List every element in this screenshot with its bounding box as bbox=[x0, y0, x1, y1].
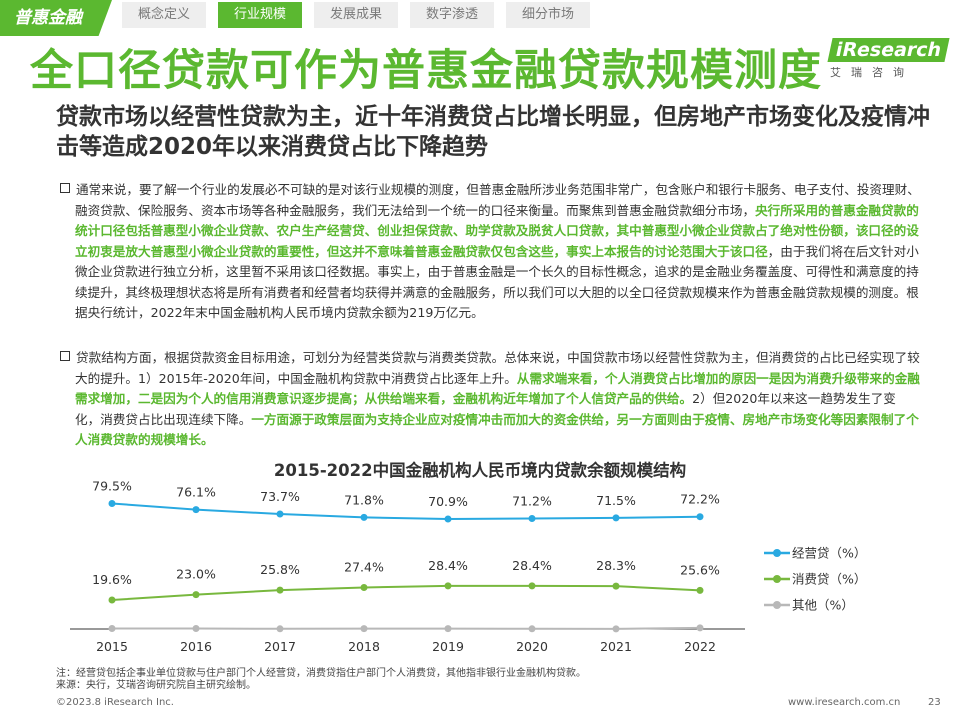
legend-marker-0 bbox=[773, 549, 781, 557]
para2-highlight-1: 从需求端来看，个人消费贷占比增加的原因一是因为消费升级带来的金融需求增加，二是因… bbox=[75, 370, 920, 407]
data-point-1 bbox=[108, 596, 116, 604]
data-point-1 bbox=[444, 582, 452, 590]
bullet-square-icon bbox=[60, 183, 70, 193]
iresearch-logo: iResearch 艾瑞咨询 bbox=[827, 38, 950, 80]
para1-text-2: ，由于我们将在后文针对小微企业贷款进行独立分析，这里暂不采用该口径数据。事实上，… bbox=[75, 243, 919, 321]
data-label-1: 25.8% bbox=[260, 562, 300, 577]
data-point-2 bbox=[360, 625, 368, 633]
tab-achievements[interactable]: 发展成果 bbox=[314, 2, 398, 28]
tab-concept[interactable]: 概念定义 bbox=[122, 2, 206, 28]
data-point-2 bbox=[192, 625, 200, 632]
data-point-1 bbox=[696, 586, 704, 594]
series-line-1 bbox=[111, 584, 701, 601]
data-point-0 bbox=[696, 513, 704, 521]
data-label-1: 28.4% bbox=[428, 558, 468, 573]
para2-highlight-2: 一方面源于政策层面为支持企业应对疫情冲击而加大的资金供给，另一方面则由于疫情、房… bbox=[75, 411, 919, 448]
data-point-0 bbox=[276, 510, 284, 518]
data-point-0 bbox=[612, 514, 620, 522]
legend-marker-2 bbox=[773, 601, 781, 609]
x-tick-label: 2020 bbox=[516, 639, 548, 654]
para2-text-2: 2）但2020年以来这一趋势发生了变化，消费贷占比出现连续下降。 bbox=[75, 391, 896, 427]
data-point-1 bbox=[528, 582, 536, 590]
data-point-2 bbox=[612, 625, 620, 633]
data-label-1: 28.4% bbox=[512, 558, 552, 573]
x-tick-label: 2017 bbox=[264, 639, 296, 654]
data-label-1: 19.6% bbox=[92, 572, 132, 587]
legend-label-1: 消费贷（%） bbox=[792, 572, 866, 587]
legend-marker-1 bbox=[773, 575, 781, 583]
data-label-1: 23.0% bbox=[176, 567, 216, 582]
data-label-0: 73.7% bbox=[260, 489, 300, 504]
note-source: 来源：央行，艾瑞咨询研究院自主研究绘制。 bbox=[56, 680, 256, 691]
data-label-0: 72.2% bbox=[680, 492, 720, 507]
data-point-2 bbox=[108, 625, 116, 632]
x-tick-label: 2015 bbox=[96, 639, 128, 654]
bullet-square-icon bbox=[60, 351, 70, 361]
page-number: 23 bbox=[928, 697, 941, 708]
data-point-2 bbox=[276, 625, 284, 633]
data-point-2 bbox=[696, 624, 704, 632]
paragraph-structure: 贷款结构方面，根据贷款资金目标用途，可划分为经营类贷款与消费类贷款。总体来说，中… bbox=[60, 348, 920, 451]
data-point-0 bbox=[444, 515, 452, 523]
data-point-0 bbox=[192, 506, 200, 514]
data-point-1 bbox=[360, 584, 368, 591]
x-tick-label: 2019 bbox=[432, 639, 464, 654]
page-title: 全口径贷款可作为普惠金融贷款规模测度 bbox=[30, 46, 822, 96]
data-point-0 bbox=[360, 513, 368, 521]
data-label-0: 71.5% bbox=[596, 493, 636, 508]
tab-segments[interactable]: 细分市场 bbox=[506, 2, 590, 28]
para1-text-1: 通常来说，要了解一个行业的发展必不可缺的是对该行业规模的测度，但普惠金融所涉业务… bbox=[75, 182, 920, 218]
page-subtitle: 贷款市场以经营性贷款为主，近十年消费贷占比增长明显，但房地产市场变化及疫情冲击等… bbox=[56, 104, 930, 160]
data-point-2 bbox=[528, 625, 536, 633]
data-label-0: 71.2% bbox=[512, 494, 552, 509]
data-label-0: 71.8% bbox=[344, 492, 384, 507]
para1-highlight: 央行所采用的普惠金融贷款的统计口径包括普惠型小微企业贷款、农户生产经营贷、创业担… bbox=[75, 202, 919, 259]
legend-label-2: 其他（%） bbox=[792, 598, 854, 613]
data-point-1 bbox=[612, 582, 620, 590]
tab-industry-scale[interactable]: 行业规模 bbox=[218, 2, 302, 28]
series-line-0 bbox=[111, 502, 701, 521]
data-label-1: 27.4% bbox=[344, 560, 384, 575]
data-label-1: 28.3% bbox=[596, 558, 636, 573]
x-tick-label: 2018 bbox=[348, 639, 380, 654]
footer-url[interactable]: www.iresearch.com.cn bbox=[788, 697, 901, 708]
paragraph-scale: 通常来说，要了解一个行业的发展必不可缺的是对该行业规模的测度，但普惠金融所涉业务… bbox=[60, 180, 920, 324]
data-point-1 bbox=[276, 586, 284, 594]
data-label-1: 25.6% bbox=[680, 562, 720, 577]
chart-title: 2015-2022中国金融机构人民币境内贷款余额规模结构 bbox=[273, 461, 687, 480]
x-tick-label: 2022 bbox=[684, 639, 716, 654]
data-point-1 bbox=[192, 591, 200, 599]
footer-copyright: ©2023.8 iResearch Inc. bbox=[56, 697, 174, 708]
x-tick-label: 2021 bbox=[600, 639, 632, 654]
chart-notes: 注：经营贷包括企事业单位贷款与住户部门个人经营贷，消费贷指住户部门个人消费贷，其… bbox=[56, 668, 586, 692]
data-point-0 bbox=[108, 500, 116, 507]
data-point-0 bbox=[528, 515, 536, 522]
data-point-2 bbox=[444, 625, 452, 633]
logo-subtitle: 艾瑞咨询 bbox=[830, 66, 914, 79]
x-tick-label: 2016 bbox=[180, 639, 212, 654]
note-definition: 注：经营贷包括企事业单位贷款与住户部门个人经营贷，消费贷指住户部门个人消费贷，其… bbox=[56, 668, 586, 679]
series-line-2 bbox=[112, 626, 701, 630]
para2-text-1: 贷款结构方面，根据贷款资金目标用途，可划分为经营类贷款与消费类贷款。总体来说，中… bbox=[75, 350, 920, 386]
tab-digital[interactable]: 数字渗透 bbox=[410, 2, 494, 28]
data-label-0: 79.5% bbox=[92, 479, 132, 494]
data-label-0: 76.1% bbox=[176, 485, 216, 500]
legend-label-0: 经营贷（%） bbox=[792, 546, 866, 561]
data-label-0: 70.9% bbox=[428, 494, 468, 509]
section-badge: 普惠金融 bbox=[0, 0, 112, 36]
